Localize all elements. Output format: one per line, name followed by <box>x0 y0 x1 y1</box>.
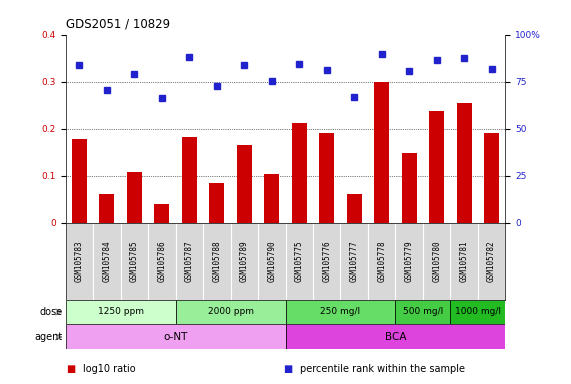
Bar <box>154 204 170 223</box>
Bar <box>209 183 224 223</box>
Text: BCA: BCA <box>385 332 406 342</box>
Text: 500 mg/l: 500 mg/l <box>403 308 443 316</box>
Bar <box>182 137 197 223</box>
Bar <box>176 300 286 324</box>
Bar <box>292 122 307 223</box>
Bar <box>66 324 286 349</box>
Text: percentile rank within the sample: percentile rank within the sample <box>300 364 465 374</box>
Text: 250 mg/l: 250 mg/l <box>320 308 360 316</box>
Bar <box>395 300 451 324</box>
Text: GDS2051 / 10829: GDS2051 / 10829 <box>66 18 170 31</box>
Bar <box>72 139 87 223</box>
Text: GSM105787: GSM105787 <box>185 240 194 282</box>
Bar <box>319 133 334 223</box>
Bar <box>237 145 252 223</box>
Bar <box>429 111 444 223</box>
Text: GSM105778: GSM105778 <box>377 240 386 282</box>
Bar <box>347 195 362 223</box>
Bar <box>484 133 499 223</box>
Text: GSM105782: GSM105782 <box>487 240 496 282</box>
Text: GSM105780: GSM105780 <box>432 240 441 282</box>
Text: GSM105785: GSM105785 <box>130 240 139 282</box>
Bar <box>286 324 505 349</box>
Text: GSM105783: GSM105783 <box>75 240 84 282</box>
Text: log10 ratio: log10 ratio <box>83 364 135 374</box>
Bar <box>374 82 389 223</box>
Text: agent: agent <box>35 332 63 342</box>
Text: GSM105790: GSM105790 <box>267 240 276 282</box>
Text: GSM105781: GSM105781 <box>460 240 469 282</box>
Bar <box>286 300 395 324</box>
Text: ■: ■ <box>66 364 75 374</box>
Bar <box>401 153 417 223</box>
Bar <box>99 195 114 223</box>
Text: GSM105775: GSM105775 <box>295 240 304 282</box>
Text: GSM105788: GSM105788 <box>212 240 222 282</box>
Text: o-NT: o-NT <box>163 332 188 342</box>
Bar <box>264 174 279 223</box>
Bar <box>127 172 142 223</box>
Bar <box>451 300 505 324</box>
Text: ■: ■ <box>283 364 292 374</box>
Text: 1000 mg/l: 1000 mg/l <box>455 308 501 316</box>
Text: GSM105776: GSM105776 <box>322 240 331 282</box>
Bar <box>66 300 176 324</box>
Text: dose: dose <box>40 307 63 317</box>
Text: 2000 ppm: 2000 ppm <box>207 308 254 316</box>
Text: GSM105786: GSM105786 <box>158 240 166 282</box>
Text: GSM105777: GSM105777 <box>349 240 359 282</box>
Bar <box>457 103 472 223</box>
Text: 1250 ppm: 1250 ppm <box>98 308 144 316</box>
Text: GSM105779: GSM105779 <box>405 240 413 282</box>
Text: GSM105784: GSM105784 <box>102 240 111 282</box>
Text: GSM105789: GSM105789 <box>240 240 249 282</box>
